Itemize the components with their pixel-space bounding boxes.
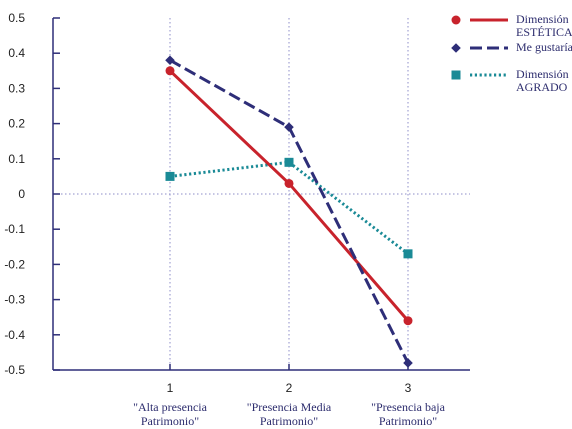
legend-label-1: Dimensión ESTÉTICA <box>516 12 572 39</box>
legend-label-line: Me gustaría <box>516 40 572 54</box>
y-tick-label: -0.4 <box>4 328 25 342</box>
axes: 0.5 0.4 0.3 0.2 0.1 0 -0.1 -0.2 -0.3 -0.4 -0.5 1 "Al… <box>4 11 470 428</box>
x-tick-label: 1 <box>167 381 174 395</box>
y-tick-label: -0.3 <box>4 293 25 307</box>
y-tick-label: 0.2 <box>8 117 25 131</box>
series-2-point <box>403 358 413 368</box>
grid-lines <box>53 18 470 370</box>
legend-label-2: Me gustaría <box>516 40 572 54</box>
legend-marker-1 <box>451 15 461 25</box>
y-tick-label: -0.1 <box>4 222 25 236</box>
x-tick-label: 3 <box>405 381 412 395</box>
y-tick-label: 0.5 <box>8 11 25 25</box>
legend-label-line: AGRADO <box>516 80 568 94</box>
data-series <box>165 55 413 368</box>
legend-label-line: Dimensión <box>516 67 569 81</box>
x-category-line: Patrimonio" <box>260 414 318 428</box>
x-category-line: "Alta presencia <box>133 400 208 414</box>
x-category-label: "Alta presencia Patrimonio" <box>133 400 208 428</box>
series-1-point <box>284 178 294 188</box>
x-category-line: Patrimonio" <box>141 414 199 428</box>
y-tick-label: 0 <box>18 187 25 201</box>
x-category-line: Patrimonio" <box>379 414 437 428</box>
y-tick-label: -0.2 <box>4 257 25 271</box>
y-tick-label: -0.5 <box>4 363 25 377</box>
legend-label-line: Dimensión <box>516 12 569 26</box>
legend-marker-2 <box>451 43 461 53</box>
x-category-line: "Presencia baja <box>371 400 446 414</box>
series-3-point <box>284 157 294 167</box>
legend-label-3: Dimensión AGRADO <box>516 67 569 94</box>
series-1-point <box>165 66 175 76</box>
series-3-point <box>403 249 413 259</box>
y-tick-label: 0.1 <box>8 152 25 166</box>
x-category-line: "Presencia Media <box>247 400 332 414</box>
series-2-point <box>284 122 294 132</box>
series-3-point <box>165 171 175 181</box>
x-tick-label: 2 <box>286 381 293 395</box>
x-category-label: "Presencia Media Patrimonio" <box>247 400 332 428</box>
series-1-point <box>403 316 413 326</box>
legend-label-line: ESTÉTICA <box>516 25 572 39</box>
series-line-3 <box>169 160 409 256</box>
legend-marker-3 <box>451 70 461 80</box>
y-tick-label: 0.4 <box>8 46 25 60</box>
y-tick-label: 0.3 <box>8 81 25 95</box>
series-2-point <box>165 55 175 66</box>
x-category-label: "Presencia baja Patrimonio" <box>371 400 446 428</box>
